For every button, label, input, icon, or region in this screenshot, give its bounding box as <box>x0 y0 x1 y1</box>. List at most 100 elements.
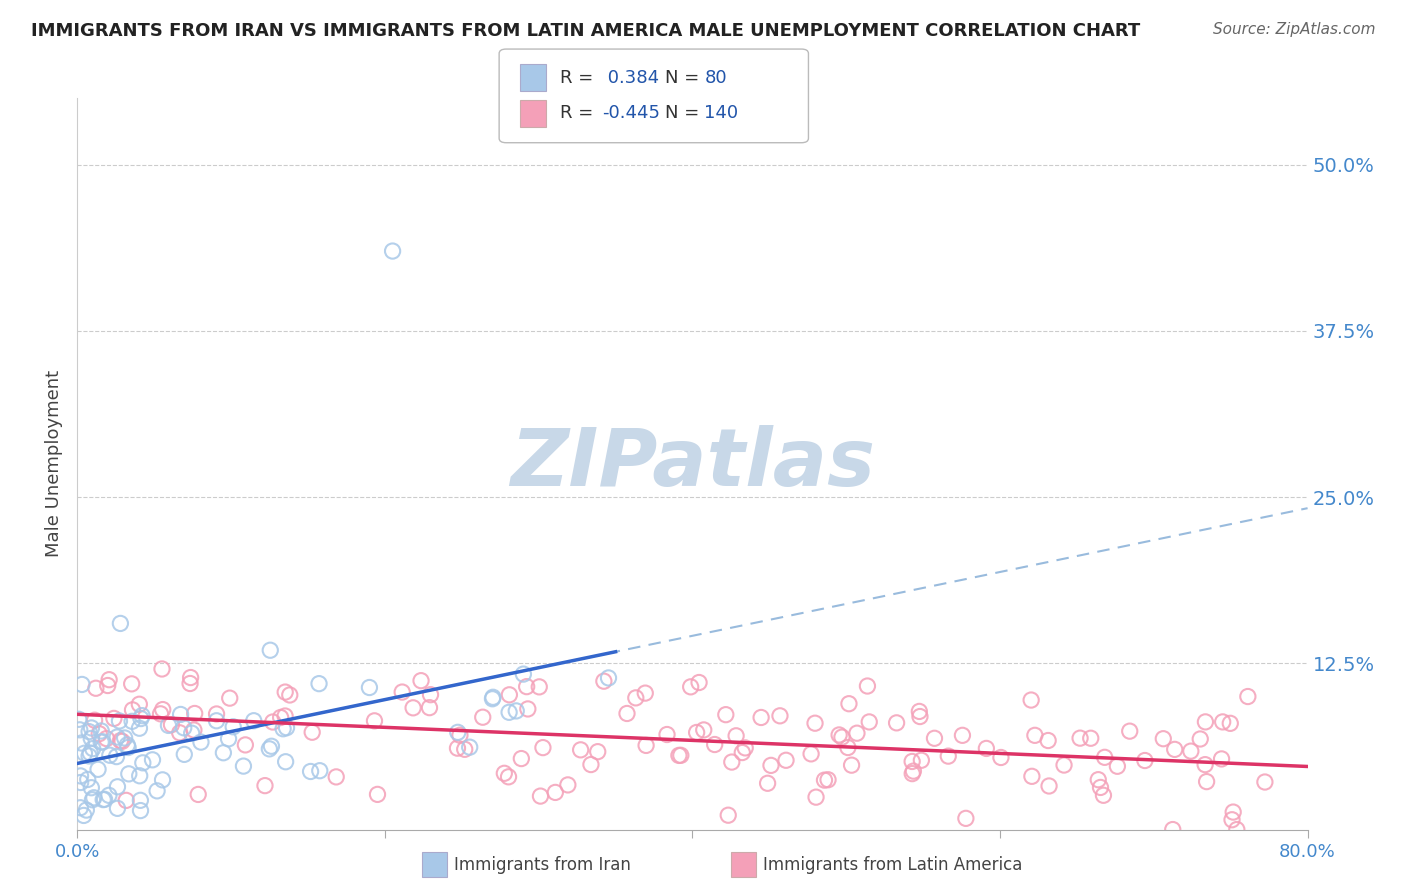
Text: 0.384: 0.384 <box>602 69 659 87</box>
Point <box>128 769 150 783</box>
Point <box>749 710 772 724</box>
Point <box>105 730 128 744</box>
Text: N =: N = <box>665 104 699 122</box>
Text: ZIPatlas: ZIPatlas <box>510 425 875 503</box>
Point <box>190 735 212 749</box>
Point <box>129 804 152 818</box>
Point <box>1021 769 1043 783</box>
Point <box>105 749 128 764</box>
Point <box>714 707 737 722</box>
Point <box>856 679 879 693</box>
Point <box>179 676 201 690</box>
Text: Immigrants from Iran: Immigrants from Iran <box>454 856 631 874</box>
Point <box>83 790 105 805</box>
Point <box>1237 690 1260 704</box>
Point <box>886 715 908 730</box>
Point <box>1087 772 1109 787</box>
Point <box>253 779 276 793</box>
Point <box>498 706 520 720</box>
Point <box>634 686 657 700</box>
Point <box>262 714 284 729</box>
Point <box>510 751 533 765</box>
Point <box>82 793 104 807</box>
Point <box>152 772 174 787</box>
Point <box>274 709 297 723</box>
Point <box>454 742 477 756</box>
Point <box>1254 775 1277 789</box>
Point <box>152 702 174 716</box>
Point <box>516 680 538 694</box>
Point <box>482 690 505 705</box>
Point <box>131 708 153 723</box>
Point <box>1036 733 1059 747</box>
Point <box>1163 742 1185 756</box>
Point <box>544 785 567 799</box>
Point <box>69 769 91 783</box>
Point <box>82 741 104 756</box>
Point <box>79 746 101 760</box>
Point <box>1107 759 1129 773</box>
Point <box>901 766 924 780</box>
Text: Source: ZipAtlas.com: Source: ZipAtlas.com <box>1212 22 1375 37</box>
Point <box>1053 758 1076 772</box>
Point <box>70 736 93 750</box>
Point <box>121 677 143 691</box>
Point <box>114 731 136 745</box>
Text: N =: N = <box>665 69 699 87</box>
Point <box>804 716 827 731</box>
Point <box>688 675 710 690</box>
Point <box>169 707 191 722</box>
Point <box>952 728 974 742</box>
Point <box>1090 780 1112 795</box>
Point <box>146 784 169 798</box>
Point <box>276 721 298 735</box>
Point <box>149 706 172 721</box>
Point <box>901 755 924 769</box>
Point <box>409 673 432 688</box>
Point <box>242 714 264 728</box>
Point <box>205 714 228 728</box>
Point <box>110 733 132 747</box>
Point <box>990 750 1012 764</box>
Point <box>446 741 468 756</box>
Point <box>183 723 205 737</box>
Text: -0.445: -0.445 <box>602 104 659 122</box>
Point <box>1024 728 1046 742</box>
Point <box>924 731 946 746</box>
Point <box>76 772 98 787</box>
Point <box>80 721 103 735</box>
Point <box>80 780 103 795</box>
Point <box>693 723 716 737</box>
Point <box>505 704 527 718</box>
Point <box>679 680 702 694</box>
Point <box>271 722 294 736</box>
Point <box>274 755 297 769</box>
Point <box>183 706 205 721</box>
Point <box>759 758 782 772</box>
Point <box>173 747 195 762</box>
Point <box>831 730 853 744</box>
Point <box>278 688 301 702</box>
Point <box>308 676 330 690</box>
Point <box>1019 693 1042 707</box>
Point <box>1161 822 1184 837</box>
Point <box>804 790 827 805</box>
Text: R =: R = <box>560 69 593 87</box>
Point <box>668 748 690 763</box>
Point <box>1180 744 1202 758</box>
Point <box>481 691 503 706</box>
Point <box>187 788 209 802</box>
Point <box>69 801 91 815</box>
Point <box>157 718 180 732</box>
Point <box>908 709 931 723</box>
Point <box>359 681 381 695</box>
Point <box>458 740 481 755</box>
Point <box>512 667 534 681</box>
Point <box>91 735 114 749</box>
Point <box>775 753 797 767</box>
Point <box>579 757 602 772</box>
Point <box>308 764 330 778</box>
Point <box>205 706 228 721</box>
Point <box>955 811 977 825</box>
Point <box>586 745 609 759</box>
